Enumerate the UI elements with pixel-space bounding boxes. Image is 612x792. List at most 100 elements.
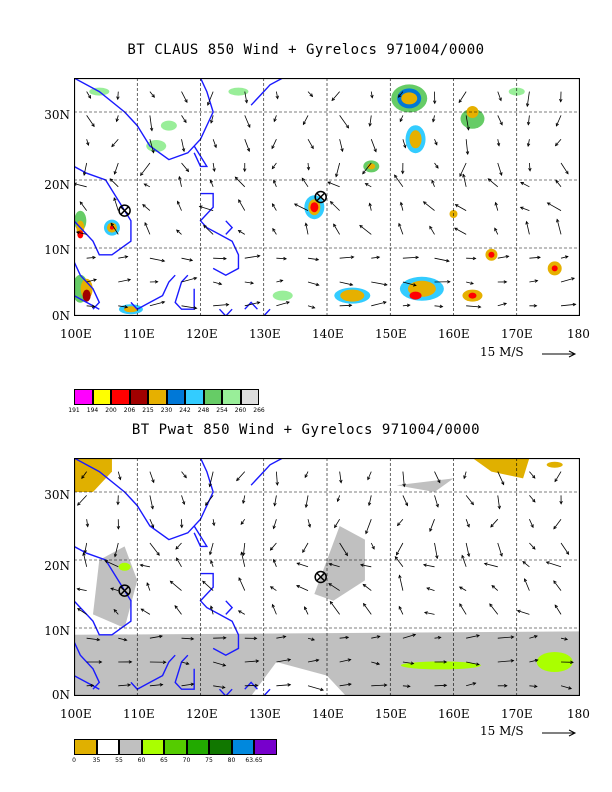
wind-arrow — [465, 542, 471, 558]
wind-arrow — [244, 659, 260, 663]
wind-arrow — [365, 519, 372, 535]
coastline — [130, 274, 176, 311]
panel1-xtick-180: 180 — [567, 327, 590, 341]
wind-arrow — [434, 635, 442, 640]
wind-arrow — [458, 586, 467, 591]
panel2-title: BT Pwat 850 Wind + Gyrelocs 971004/0000 — [131, 422, 481, 438]
wind-arrow — [304, 495, 309, 509]
wind-arrow — [397, 91, 404, 98]
wind-arrow — [86, 139, 90, 146]
legend-swatch — [164, 739, 187, 755]
wind-arrow — [402, 303, 411, 308]
coastline — [250, 78, 284, 106]
wind-arrow — [529, 471, 536, 479]
coastline — [74, 674, 100, 690]
wind-arrow — [271, 162, 277, 170]
wind-arrow — [371, 683, 388, 687]
wind-arrow — [431, 115, 436, 123]
wind-arrow — [402, 255, 420, 260]
wind-arrow — [466, 661, 480, 666]
wind-arrow — [561, 660, 574, 664]
wind-arrow — [244, 301, 261, 307]
wind-arrow — [301, 177, 309, 188]
cloud-patch — [401, 92, 418, 105]
wind-arrow — [465, 139, 470, 155]
wind-arrow — [402, 633, 417, 639]
panel2-xtick-120e: 120E — [186, 707, 218, 721]
cloud-patch — [460, 108, 485, 129]
pwat-patch — [546, 461, 563, 468]
cloud-patch — [508, 87, 525, 96]
wind-arrow — [497, 659, 515, 663]
wind-arrow — [497, 91, 502, 102]
wind-arrow — [327, 181, 340, 188]
map-background — [74, 78, 580, 316]
legend-swatch — [222, 389, 241, 405]
wind-arrow — [237, 610, 245, 615]
pwat-patch — [314, 526, 365, 601]
wind-arrow — [212, 519, 216, 527]
wind-arrow — [118, 278, 132, 283]
coastline — [130, 654, 176, 691]
wind-arrow — [276, 635, 287, 639]
wind-arrow — [207, 91, 214, 106]
wind-arrow — [560, 542, 570, 555]
wind-arrow — [209, 179, 214, 187]
legend-swatch — [148, 389, 167, 405]
wind-arrow — [466, 256, 477, 261]
wind-arrow — [275, 91, 279, 100]
cloud-patch — [310, 202, 319, 213]
wind-arrow — [423, 611, 435, 615]
wind-arrow — [116, 91, 120, 101]
wind-arrow — [181, 305, 198, 310]
panel2-xtick-170e: 170E — [501, 707, 533, 721]
wind-arrow — [466, 634, 480, 639]
wind-arrow — [212, 139, 217, 149]
panel1-title: BT CLAUS 850 Wind + Gyrelocs 971004/0000 — [127, 42, 485, 58]
legend-tick-label: 63.65 — [245, 757, 263, 764]
cloud-patch — [340, 289, 365, 302]
wind-arrow — [339, 115, 350, 129]
legend-tick-label: 242 — [179, 407, 191, 414]
wind-arrow — [77, 495, 87, 506]
pwat-patch — [472, 458, 530, 479]
wind-arrow — [339, 303, 353, 308]
wind-arrow — [454, 227, 467, 235]
legend-tick-label: 254 — [216, 407, 228, 414]
wind-arrow — [307, 139, 314, 150]
legend-swatch — [111, 389, 130, 405]
wind-arrow — [554, 471, 562, 483]
wind-arrow — [86, 304, 96, 309]
wind-arrow — [371, 661, 381, 666]
panel2-ytick-0n: 0N — [51, 688, 70, 702]
wind-arrow — [333, 223, 340, 235]
wind-arrow — [149, 660, 167, 664]
wind-arrow — [139, 563, 150, 568]
wind-arrow — [210, 115, 214, 124]
wind-arrow — [339, 281, 354, 287]
wind-arrow — [213, 661, 227, 667]
wind-arrow — [560, 302, 577, 307]
wind-arrow — [465, 519, 470, 528]
wind-arrow — [238, 199, 246, 211]
wind-arrow — [304, 471, 309, 479]
wind-arrow — [560, 685, 573, 690]
wind-arrow — [401, 162, 405, 175]
wind-arrow — [529, 519, 534, 529]
wind-arrow — [304, 606, 309, 615]
wind-arrow — [497, 302, 508, 307]
legend-swatch — [74, 739, 97, 755]
wind-arrow — [362, 602, 372, 615]
wind-arrow — [402, 684, 411, 688]
wind-arrow — [525, 91, 530, 108]
wind-arrow — [296, 585, 309, 591]
wind-arrow — [494, 201, 499, 211]
legend-swatch — [119, 739, 142, 755]
cloud-patch — [409, 130, 422, 149]
wind-arrow — [209, 605, 214, 615]
wind-arrow — [529, 304, 538, 308]
wind-arrow — [144, 221, 151, 235]
wind-arrow — [529, 542, 536, 550]
wind-arrow — [339, 682, 352, 687]
pwat-patch — [74, 458, 112, 492]
